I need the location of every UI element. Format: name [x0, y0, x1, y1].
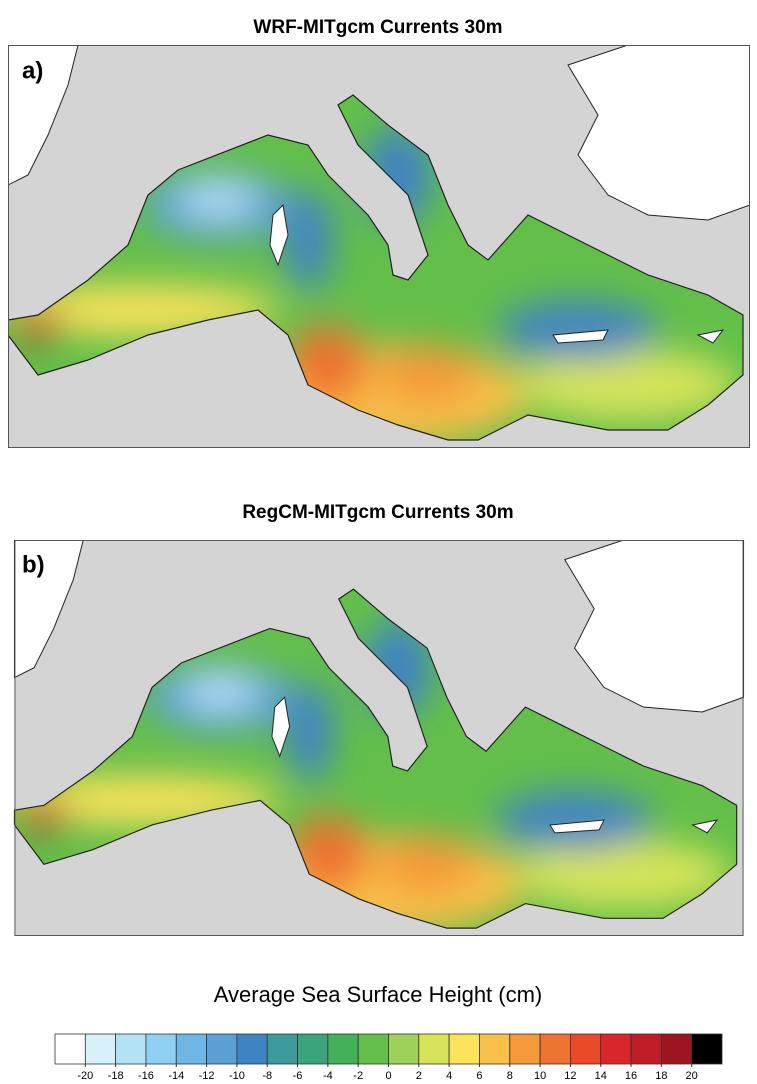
- colorbar-tick-label: 16: [625, 1070, 637, 1082]
- panel-title: WRF-MITgcm Currents 30m: [253, 17, 502, 38]
- colorbar-tick-label: 14: [595, 1070, 607, 1082]
- colorbar-box: [85, 1034, 115, 1064]
- colorbar-box: [389, 1034, 419, 1064]
- colorbar-tick-label: -18: [108, 1070, 124, 1082]
- colorbar-tick-label: -14: [168, 1070, 184, 1082]
- colorbar-tick-label: 6: [476, 1070, 482, 1082]
- colorbar-box: [510, 1034, 540, 1064]
- colorbar-tick-label: -16: [138, 1070, 154, 1082]
- colorbar-box: [358, 1034, 388, 1064]
- colorbar-title: Average Sea Surface Height (cm): [214, 982, 543, 1007]
- colorbar-tick-label: 2: [416, 1070, 422, 1082]
- colorbar-tick-label: -2: [353, 1070, 363, 1082]
- panel-label: b): [22, 551, 45, 578]
- colorbar-box: [631, 1034, 661, 1064]
- colorbar-box: [601, 1034, 631, 1064]
- colorbar-tick-label: 12: [564, 1070, 576, 1082]
- colorbar-tick-label: 4: [446, 1070, 452, 1082]
- colorbar-box: [55, 1034, 85, 1064]
- colorbar-box: [419, 1034, 449, 1064]
- panel-title: RegCM-MITgcm Currents 30m: [242, 502, 513, 523]
- figure: WRF-MITgcm Currents 30m a) RegCM-MITgcm …: [0, 0, 757, 1084]
- colorbar-tick-label: -20: [77, 1070, 93, 1082]
- colorbar-box: [570, 1034, 600, 1064]
- colorbar-tick-label: 18: [655, 1070, 667, 1082]
- colorbar-box: [540, 1034, 570, 1064]
- colorbar-box: [449, 1034, 479, 1064]
- colorbar-box: [479, 1034, 509, 1064]
- colorbar-box: [298, 1034, 328, 1064]
- colorbar-box: [661, 1034, 691, 1064]
- colorbar-box: [692, 1034, 722, 1064]
- colorbar-box: [237, 1034, 267, 1064]
- colorbar-tick-label: 0: [385, 1070, 391, 1082]
- colorbar-box: [176, 1034, 206, 1064]
- colorbar-tick-label: -12: [199, 1070, 215, 1082]
- colorbar-tick-label: -4: [323, 1070, 333, 1082]
- colorbar-box: [207, 1034, 237, 1064]
- colorbar-tick-label: 20: [686, 1070, 698, 1082]
- colorbar-box: [146, 1034, 176, 1064]
- colorbar-box: [116, 1034, 146, 1064]
- map-panel: [0, 45, 750, 448]
- colorbar-box: [267, 1034, 297, 1064]
- colorbar-tick-label: -8: [262, 1070, 272, 1082]
- panel-label: a): [22, 57, 43, 84]
- colorbar-tick-label: 8: [507, 1070, 513, 1082]
- colorbar-tick-label: -6: [293, 1070, 303, 1082]
- colorbar-tick-label: 10: [534, 1070, 546, 1082]
- colorbar-tick-label: -10: [229, 1070, 245, 1082]
- map-panel: [5, 540, 744, 936]
- colorbar-box: [328, 1034, 358, 1064]
